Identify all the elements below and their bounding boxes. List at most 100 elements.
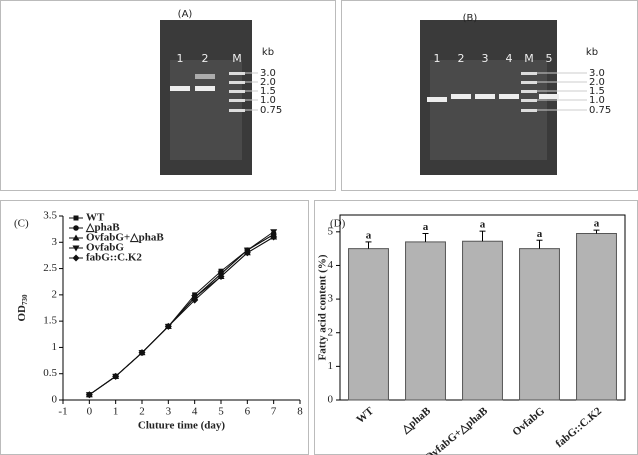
- marker: [270, 229, 278, 236]
- ladder-label: 1.5: [589, 86, 605, 97]
- ladder-band: [229, 81, 245, 84]
- ladder-label: 3.0: [589, 68, 605, 79]
- x-tick-label: 4: [192, 406, 198, 418]
- gel-band: [539, 94, 559, 99]
- gel-band: [427, 97, 447, 102]
- legend-marker: [72, 234, 80, 241]
- y-tick-label: 1: [328, 360, 334, 372]
- gel-label: (B): [463, 13, 478, 24]
- marker: [243, 249, 251, 257]
- series-line: [89, 236, 274, 396]
- bar: [405, 241, 446, 401]
- legend-label: WT: [86, 212, 105, 224]
- x-tick-label: -1: [58, 406, 67, 418]
- legend-marker: [73, 215, 79, 221]
- gel-band: [451, 94, 471, 99]
- ladder-label: 3.0: [260, 68, 276, 79]
- y-tick-label: 5: [328, 225, 334, 237]
- legend-marker: [73, 225, 79, 231]
- annotation: a: [480, 219, 486, 231]
- ladder-band: [521, 72, 537, 75]
- ladder-band: [229, 90, 245, 93]
- x-axis-title: Cluture time (day): [138, 420, 226, 432]
- x-tick-label: 8: [297, 406, 303, 418]
- y-tick-label: 2: [328, 326, 334, 338]
- ladder-label: 0.75: [260, 105, 282, 116]
- lane-label: 2: [458, 52, 465, 65]
- ladder-label: 2.0: [589, 77, 605, 88]
- x-tick-label: OvfabG+△phaB: [423, 405, 491, 455]
- y-axis-title-sub: 730: [21, 294, 29, 305]
- lane-label: 1: [177, 52, 184, 65]
- y-tick-label: 0: [52, 394, 58, 406]
- ladder-band: [521, 90, 537, 93]
- x-tick-label: WT: [354, 405, 376, 426]
- y-tick-label: 3: [328, 293, 334, 305]
- annotation: a: [594, 218, 600, 230]
- legend-label: OvfabG+△phaB: [86, 232, 164, 244]
- ladder-label: 1.5: [260, 86, 276, 97]
- gel-panel: 1 2 M: [160, 20, 252, 175]
- x-tick-label: 6: [245, 406, 251, 418]
- annotation: a: [423, 221, 429, 233]
- x-tick-label: fabG::C.K2: [554, 405, 605, 450]
- y-axis-title: Fatty acid content (%): [317, 254, 329, 360]
- legend-label: △phaB: [85, 222, 120, 234]
- legend-marker: [72, 254, 80, 262]
- x-tick-label: 5: [218, 406, 224, 418]
- y-tick-label: 1: [52, 341, 58, 353]
- ladder-label: 0.75: [589, 105, 611, 116]
- y-tick-label: 0: [328, 394, 334, 406]
- lane-label: 2: [202, 52, 209, 65]
- x-tick-label: △phaB: [399, 405, 434, 437]
- ladder-label: 2.0: [260, 77, 276, 88]
- annotation: a: [537, 228, 543, 240]
- gel-band: [195, 86, 215, 91]
- y-tick-label: 2: [52, 288, 58, 300]
- panel-label: (C): [14, 218, 29, 230]
- marker: [270, 233, 278, 241]
- gel-band: [195, 74, 215, 79]
- x-tick-label: 7: [271, 406, 277, 418]
- bar: [576, 233, 617, 401]
- ladder-band: [229, 72, 245, 75]
- unit-label: kb: [586, 47, 598, 58]
- ladder-band: [229, 109, 245, 112]
- y-tick-label: 0.5: [43, 367, 57, 379]
- x-tick-label: 1: [113, 406, 119, 418]
- lane-label: M: [524, 52, 534, 65]
- legend-label: fabG::C.K2: [86, 252, 142, 264]
- x-tick-label: 0: [87, 406, 93, 418]
- y-tick-label: 3.5: [43, 210, 57, 222]
- marker: [217, 272, 225, 280]
- y-tick-label: 3: [52, 236, 58, 248]
- ladder-band: [521, 99, 537, 102]
- lane-label: 1: [434, 52, 441, 65]
- panel-a-border: [0, 0, 336, 191]
- ladder-band: [229, 99, 245, 102]
- ladder-band: [521, 109, 537, 112]
- marker: [191, 296, 199, 304]
- gel-band: [170, 86, 190, 91]
- gel-band: [499, 94, 519, 99]
- ladder-band: [521, 81, 537, 84]
- unit-label: kb: [262, 47, 274, 58]
- y-tick-label: 4: [328, 259, 334, 271]
- y-axis-title-main: OD: [16, 305, 28, 322]
- bar: [348, 248, 389, 401]
- legend-label: OvfabG: [86, 242, 124, 254]
- y-tick-label: 2.5: [43, 262, 57, 274]
- panel-label: (D): [330, 218, 346, 230]
- lane-label: 5: [546, 52, 553, 65]
- gel-label: (A): [178, 9, 193, 20]
- annotation: a: [366, 229, 372, 241]
- lane-label: 4: [506, 52, 513, 65]
- lane-label: 3: [482, 52, 489, 65]
- x-tick-label: OvfabG: [510, 405, 547, 439]
- y-axis-title: OD730: [16, 294, 29, 322]
- marker: [164, 322, 172, 330]
- bar: [519, 248, 560, 401]
- ladder-label: 1.0: [589, 95, 605, 106]
